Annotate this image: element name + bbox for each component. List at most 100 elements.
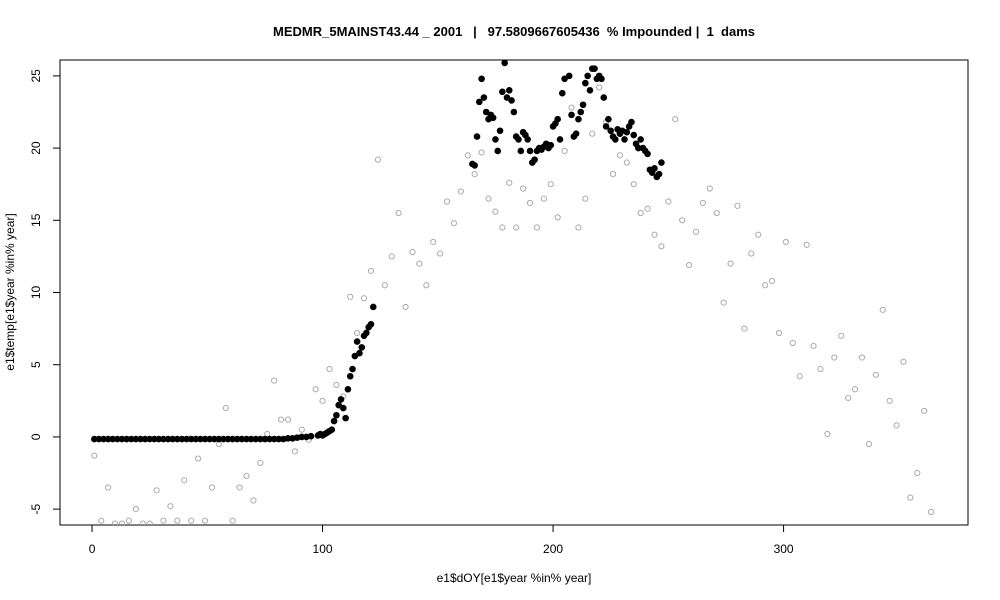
point — [831, 354, 838, 361]
point — [492, 208, 499, 215]
point — [524, 136, 532, 143]
point — [346, 372, 354, 380]
point — [577, 108, 585, 116]
point — [692, 228, 700, 235]
point — [623, 128, 631, 136]
point — [471, 162, 478, 169]
point — [181, 477, 188, 484]
point — [188, 517, 195, 524]
point — [644, 150, 651, 158]
point — [229, 517, 236, 524]
point — [363, 329, 370, 337]
point — [132, 506, 139, 513]
point — [568, 111, 575, 119]
point — [515, 136, 522, 143]
point — [430, 238, 437, 246]
point — [264, 430, 271, 438]
point — [741, 325, 748, 332]
point — [575, 224, 582, 231]
point — [457, 188, 464, 195]
point — [768, 277, 776, 285]
point — [630, 181, 637, 188]
point — [471, 170, 478, 178]
point — [105, 484, 112, 491]
point — [651, 231, 658, 238]
point — [526, 199, 534, 207]
point — [342, 414, 349, 422]
point — [381, 282, 388, 289]
y-tick-label: 15 — [29, 213, 43, 227]
point — [679, 217, 686, 224]
point — [762, 282, 769, 289]
point — [658, 159, 665, 166]
point — [706, 185, 713, 192]
point — [450, 220, 458, 227]
point — [907, 494, 914, 501]
point — [328, 426, 336, 433]
point — [416, 260, 423, 267]
point — [803, 241, 810, 248]
point — [554, 214, 561, 221]
point — [356, 349, 363, 357]
point — [351, 352, 359, 360]
point — [353, 338, 361, 345]
point — [494, 147, 502, 155]
point — [349, 365, 356, 373]
point — [478, 149, 485, 156]
point — [810, 342, 817, 350]
point — [312, 386, 319, 393]
x-tick-label: 100 — [313, 542, 333, 556]
point — [637, 209, 644, 217]
point — [637, 136, 644, 143]
point — [284, 416, 292, 423]
y-tick-label: 5 — [29, 361, 43, 368]
point — [333, 411, 340, 419]
point — [194, 455, 202, 462]
point — [526, 147, 534, 155]
points — [91, 60, 935, 525]
point — [367, 320, 375, 328]
point — [208, 484, 216, 491]
point — [838, 332, 845, 339]
point — [489, 114, 497, 122]
point — [496, 127, 504, 135]
point — [508, 97, 515, 104]
point — [886, 397, 893, 404]
point — [589, 130, 596, 137]
point — [928, 508, 935, 516]
point — [612, 136, 619, 143]
point — [893, 422, 900, 429]
point — [644, 205, 651, 212]
point — [326, 365, 333, 373]
point — [369, 303, 377, 311]
point — [367, 267, 375, 274]
point — [337, 396, 345, 403]
point — [598, 75, 605, 83]
point — [586, 87, 594, 94]
point — [713, 209, 720, 217]
point — [139, 520, 146, 525]
point — [520, 185, 527, 192]
point — [554, 115, 561, 123]
point — [685, 261, 693, 269]
point — [789, 339, 796, 347]
point — [658, 243, 665, 250]
point — [243, 472, 250, 480]
point — [250, 497, 257, 504]
point — [506, 179, 513, 186]
point — [584, 72, 591, 80]
point — [478, 75, 485, 83]
point — [118, 520, 126, 525]
point — [914, 469, 921, 477]
point — [374, 156, 381, 163]
point — [347, 293, 354, 300]
y-tick-label: 10 — [29, 286, 43, 300]
point — [699, 199, 707, 207]
point — [510, 108, 518, 116]
point — [568, 104, 575, 111]
point — [607, 127, 615, 135]
point — [602, 123, 610, 130]
point — [443, 198, 451, 205]
point — [319, 397, 326, 404]
